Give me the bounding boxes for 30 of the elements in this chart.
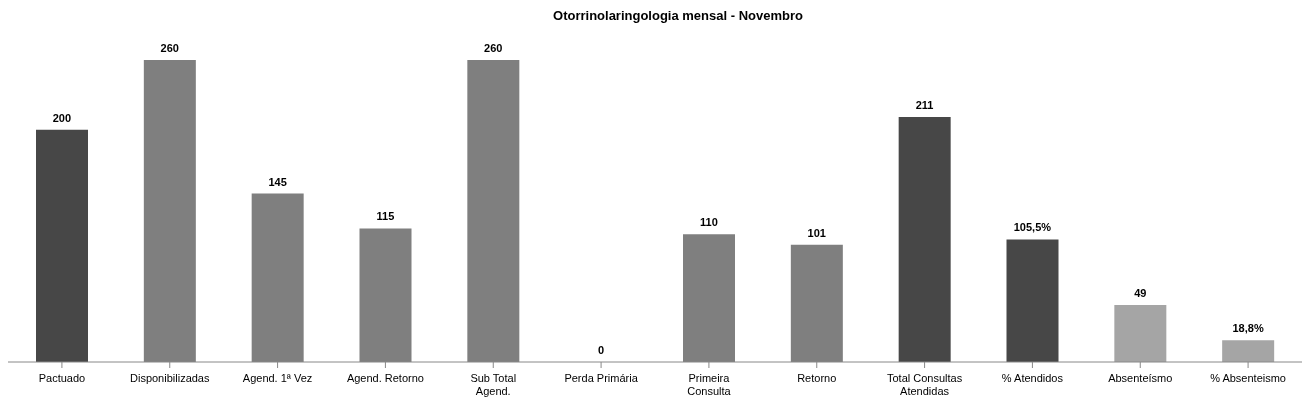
bar <box>898 116 951 362</box>
data-label: 101 <box>807 226 826 239</box>
x-tick-label: Primeira Consulta <box>687 372 732 397</box>
data-label: 0 <box>598 344 605 356</box>
bar <box>1222 340 1275 362</box>
data-label: 145 <box>268 175 287 188</box>
data-label: 110 <box>700 216 718 229</box>
x-tick-label: Disponibilizadas <box>130 372 210 384</box>
x-tick-label: Sub Total Agend. <box>470 372 517 397</box>
x-tick-label: Agend. Retorno <box>346 372 424 384</box>
data-label: 49 <box>1134 287 1147 300</box>
data-label: 105,5% <box>1013 221 1052 234</box>
data-label: 18,8% <box>1232 322 1264 335</box>
x-tick-label: Perda Primária <box>564 372 639 384</box>
data-label: 200 <box>52 111 72 124</box>
data-label: 260 <box>160 42 179 54</box>
x-tick-label: Total Consultas Atendidas <box>886 372 963 397</box>
x-tick-label: % Absenteismo <box>1210 372 1286 384</box>
x-tick-label: Absenteísmo <box>1108 372 1173 384</box>
data-label: 211 <box>915 98 934 111</box>
x-tick-label: % Atendidos <box>1001 372 1064 384</box>
x-tick-label: Agend. 1ª Vez <box>242 372 313 384</box>
chart-title: Otorrinolaringologia mensal - Novembro <box>552 8 804 25</box>
data-label: 260 <box>484 42 503 54</box>
x-tick-label: Pactuado <box>38 372 86 384</box>
bar <box>36 129 88 362</box>
data-label: 115 <box>376 210 395 223</box>
x-tick-label: Retorno <box>797 372 837 384</box>
bar <box>1114 305 1167 362</box>
bar <box>1006 239 1059 362</box>
